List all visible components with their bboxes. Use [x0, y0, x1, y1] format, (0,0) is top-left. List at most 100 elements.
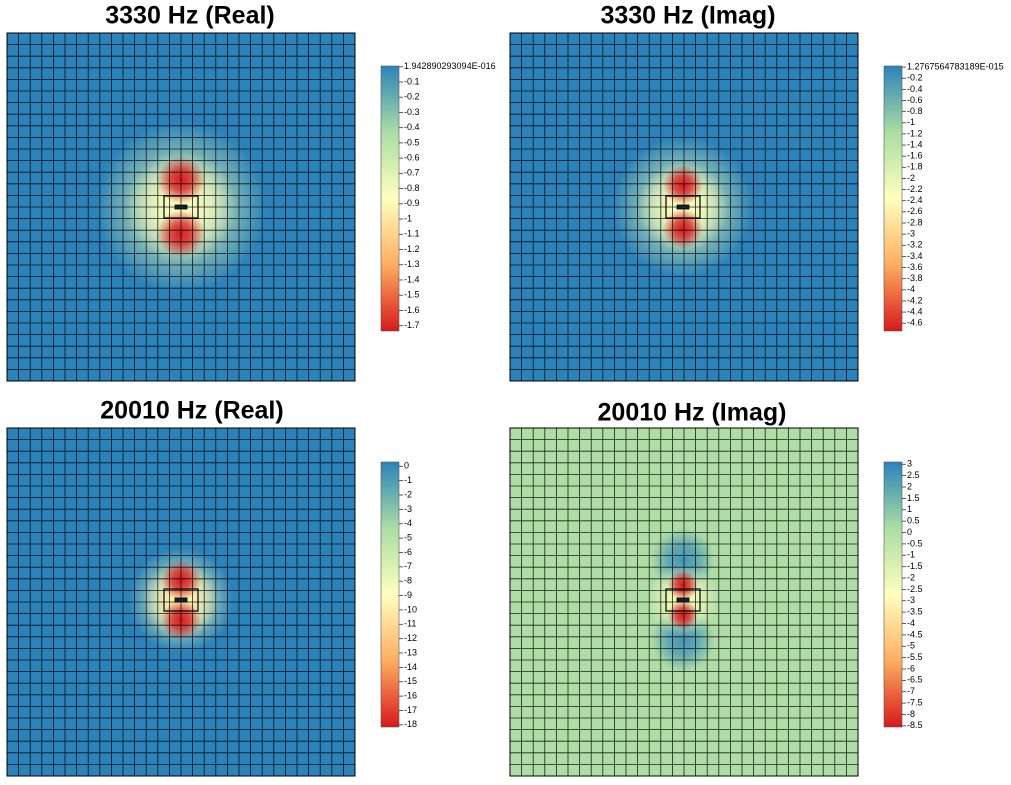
panel-title: 20010 Hz (Imag) [598, 399, 787, 427]
colorbar-tick-label: -1.1 [404, 229, 420, 239]
colorbar-tick-label: -0.5 [907, 538, 923, 548]
colorbar-tick-label: -7 [907, 686, 915, 696]
colorbar-tick-label: -0.3 [404, 107, 420, 117]
colorbar-tick-label: -2.8 [907, 217, 923, 227]
colorbar-tick-label: -4.5 [907, 629, 923, 639]
plot-frame [509, 427, 859, 777]
source [174, 204, 188, 210]
colorbar-tick-label: -6 [404, 547, 412, 557]
colorbar [883, 65, 903, 332]
source-box [665, 588, 701, 612]
colorbar-tick-label: -2 [404, 489, 412, 499]
colorbar-tick-label: -15 [404, 676, 417, 686]
colorbar-tick-label: -4.6 [907, 318, 923, 328]
colorbar-tick-label: -2 [907, 572, 915, 582]
colorbar-tick-label: -1 [404, 475, 412, 485]
colorbar-tick-label: -4.4 [907, 306, 923, 316]
colorbar [380, 65, 400, 332]
colorbar-tick-label: -1.4 [404, 274, 420, 284]
colorbar-tick-label: -17 [404, 705, 417, 715]
colorbar-tick-label: -1 [907, 550, 915, 560]
source-box [163, 195, 199, 219]
colorbar-tick-label: -3 [404, 504, 412, 514]
colorbar-tick-label: -4.2 [907, 295, 923, 305]
colorbar-tick-label: -4 [404, 518, 412, 528]
colorbar-tick-label: 0 [404, 461, 409, 471]
colorbar-tick-label: -0.2 [907, 73, 923, 83]
colorbar-tick-label: 3 [907, 459, 912, 469]
field-blob [663, 165, 703, 205]
colorbar-tick-label: -18 [404, 719, 417, 729]
colorbar-tick-label: -0.6 [404, 153, 420, 163]
field-blob [668, 600, 698, 630]
source [174, 597, 188, 603]
plot-frame [509, 32, 859, 382]
colorbar-tick-label: -1 [907, 117, 915, 127]
colorbar-tick-label: -5.5 [907, 652, 923, 662]
colorbar-tick-label: -0.6 [907, 95, 923, 105]
colorbar-tick-label: -1.3 [404, 259, 420, 269]
colorbar-tick-label: -0.4 [404, 122, 420, 132]
colorbar-tick-label: -1 [404, 213, 412, 223]
colorbar-tick-label: 1.942890293094E-016 [404, 61, 496, 71]
colorbar-tick-label: -0.1 [404, 76, 420, 86]
colorbar-tick-label: -10 [404, 604, 417, 614]
colorbar-tick-label: -4 [907, 618, 915, 628]
colorbar-tick-label: -3.2 [907, 240, 923, 250]
colorbar-tick-label: -2.5 [907, 584, 923, 594]
panel-title: 20010 Hz (Real) [100, 397, 283, 425]
colorbar-tick-label: -0.8 [907, 106, 923, 116]
colorbar-tick-label: -7 [404, 561, 412, 571]
colorbar-tick-label: -2.6 [907, 206, 923, 216]
plot-frame [6, 427, 356, 777]
colorbar-tick-label: -12 [404, 633, 417, 643]
colorbar-tick-label: -2.4 [907, 195, 923, 205]
colorbar-tick-label: 2.5 [907, 470, 920, 480]
colorbar-tick-label: -6.5 [907, 675, 923, 685]
colorbar-tick-label: -9 [404, 590, 412, 600]
colorbar-tick-label: -16 [404, 690, 417, 700]
colorbar-tick-label: 1 [907, 504, 912, 514]
colorbar-tick-label: -8 [907, 709, 915, 719]
colorbar-tick-label: -0.7 [404, 168, 420, 178]
colorbar-tick-label: 2 [907, 481, 912, 491]
colorbar-tick-label: -3.5 [907, 607, 923, 617]
colorbar-tick-label: -1.8 [907, 162, 923, 172]
colorbar-tick-label: -2 [907, 173, 915, 183]
colorbar-tick-label: -0.5 [404, 137, 420, 147]
colorbar-tick-label: -1.2 [907, 128, 923, 138]
field-blob [663, 209, 703, 249]
colorbar-tick-label: -8.5 [907, 720, 923, 730]
colorbar-tick-label: -0.2 [404, 92, 420, 102]
colorbar-tick-label: -14 [404, 662, 417, 672]
colorbar-tick-label: -5 [404, 532, 412, 542]
colorbar [883, 461, 903, 728]
colorbar-tick-label: -1.6 [907, 151, 923, 161]
colorbar-tick-label: -7.5 [907, 697, 923, 707]
colorbar-tick-label: -8 [404, 576, 412, 586]
source-box [163, 588, 199, 612]
colorbar-tick-label: -13 [404, 647, 417, 657]
colorbar-tick-label: -11 [404, 619, 416, 629]
colorbar-tick-label: -6 [907, 663, 915, 673]
colorbar-tick-label: -1.4 [907, 139, 923, 149]
field-blob [668, 570, 698, 600]
colorbar [380, 461, 400, 728]
colorbar-tick-label: -1.2 [404, 244, 420, 254]
colorbar-tick-label: -0.4 [907, 84, 923, 94]
colorbar-tick-label: -5 [907, 641, 915, 651]
colorbar-tick-label: 0.5 [907, 516, 920, 526]
source [676, 597, 690, 603]
source [676, 204, 690, 210]
colorbar-tick-label: -3.8 [907, 273, 923, 283]
colorbar-tick-label: -0.9 [404, 198, 420, 208]
colorbar-tick-label: 1.2767564783189E-015 [907, 61, 1004, 71]
colorbar-tick-label: -0.8 [404, 183, 420, 193]
colorbar-tick-label: -3.6 [907, 262, 923, 272]
colorbar-tick-label: -4 [907, 284, 915, 294]
colorbar-tick-label: -2.2 [907, 184, 923, 194]
colorbar-tick-label: -3 [907, 595, 915, 605]
colorbar-tick-label: -1.5 [907, 561, 923, 571]
plot-frame [6, 32, 356, 382]
